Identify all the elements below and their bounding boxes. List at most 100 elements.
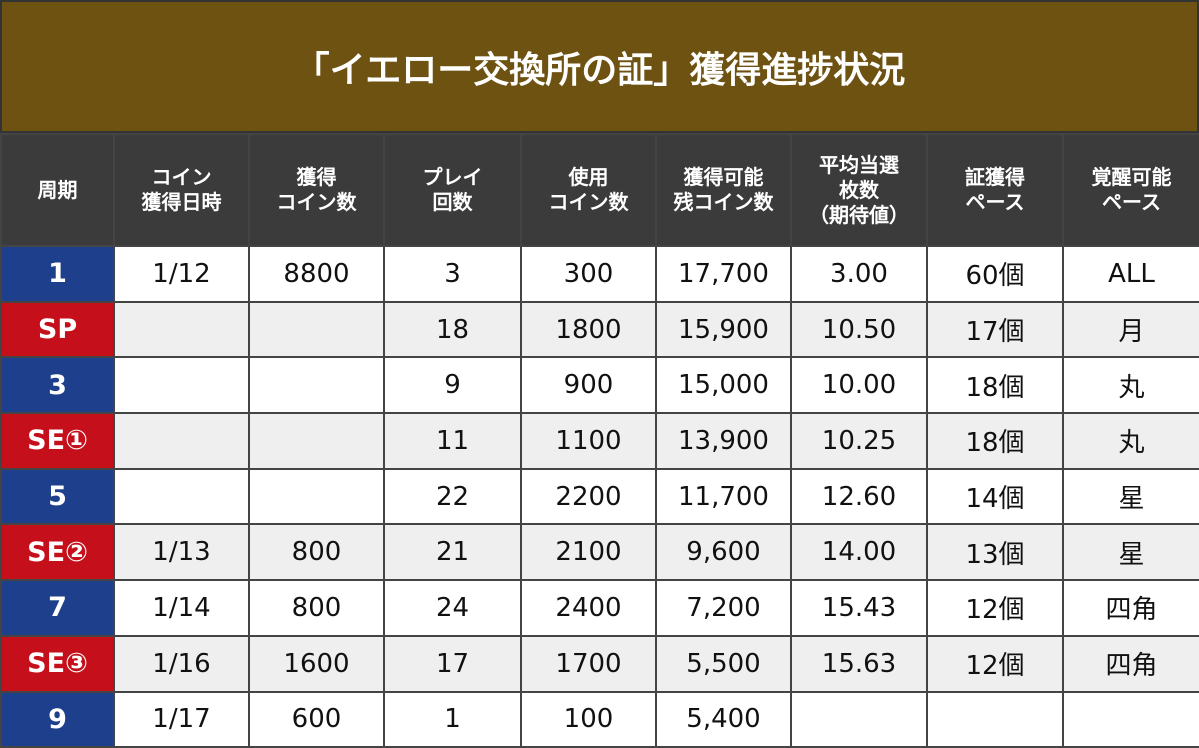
table-cell: 2400 xyxy=(520,579,657,637)
table-cell: ALL xyxy=(1062,245,1199,303)
period-cell: SP xyxy=(0,300,115,359)
table-cell: 月 xyxy=(1062,300,1199,359)
table-cell: 1/16 xyxy=(113,634,250,693)
table-cell: 22 xyxy=(383,467,522,526)
title-bar: 「イエロー交換所の証」獲得進捗状況 xyxy=(0,0,1199,133)
table-row: SE② 1/13 800 21 2100 9,600 14.00 13個星 xyxy=(0,523,1199,582)
period-cell: SE③ xyxy=(0,634,115,693)
table-cell xyxy=(113,356,250,415)
table-row: SE① 11 1100 13,900 10.25 18個丸 xyxy=(0,412,1199,470)
period-cell: 9 xyxy=(0,690,115,748)
table-cell: 9,600 xyxy=(655,523,792,582)
table-cell: 15.63 xyxy=(790,634,928,693)
table-cell xyxy=(248,300,385,359)
table-cell: 7,200 xyxy=(655,579,792,637)
table-cell: 5,400 xyxy=(655,690,792,748)
period-cell: 1 xyxy=(0,245,115,303)
progress-table: 周期 コイン 獲得日時 獲得 コイン数 プレイ 回数 使用 コイン数 獲得可能 残コイン数… xyxy=(0,133,1199,748)
table-cell: 11 xyxy=(383,412,522,470)
period-cell: 3 xyxy=(0,356,115,415)
table-cell: 10.00 xyxy=(790,356,928,415)
table-cell: 丸 xyxy=(1062,356,1199,415)
table-cell: 14個 xyxy=(926,467,1064,526)
table-cell: 3 xyxy=(383,245,522,303)
table-cell xyxy=(113,300,250,359)
table-cell: 四角 xyxy=(1062,579,1199,637)
column-header: 平均当選 枚数 （期待値） xyxy=(790,133,928,247)
table-cell xyxy=(1062,690,1199,748)
period-cell: SE① xyxy=(0,412,115,470)
table-cell: 10.50 xyxy=(790,300,928,359)
table-cell: 星 xyxy=(1062,467,1199,526)
table-cell: 1100 xyxy=(520,412,657,470)
table-cell xyxy=(248,467,385,526)
table-cell: 17個 xyxy=(926,300,1064,359)
table-cell: 1/17 xyxy=(113,690,250,748)
table-row: 9 1/17 600 1 100 5,400 xyxy=(0,690,1199,748)
table-cell xyxy=(248,412,385,470)
table-cell: 21 xyxy=(383,523,522,582)
table-cell: 丸 xyxy=(1062,412,1199,470)
header-row: 周期 コイン 獲得日時 獲得 コイン数 プレイ 回数 使用 コイン数 獲得可能 残コイン数… xyxy=(0,133,1199,247)
table-cell xyxy=(248,356,385,415)
table-row: 3 9 900 15,000 10.00 18個丸 xyxy=(0,356,1199,415)
table-cell: 3.00 xyxy=(790,245,928,303)
table-row: 1 1/12 8800 3 300 17,700 3.00 60個 ALL xyxy=(0,245,1199,303)
period-cell: 5 xyxy=(0,467,115,526)
table-cell: 1800 xyxy=(520,300,657,359)
table-cell: 5,500 xyxy=(655,634,792,693)
table-cell: 900 xyxy=(520,356,657,415)
table-row: 7 1/14 800 24 2400 7,200 15.43 12個 四角 xyxy=(0,579,1199,637)
table-cell: 300 xyxy=(520,245,657,303)
table-cell: 9 xyxy=(383,356,522,415)
table-cell: 1/12 xyxy=(113,245,250,303)
table-cell xyxy=(113,412,250,470)
table-cell: 四角 xyxy=(1062,634,1199,693)
table-cell: 17 xyxy=(383,634,522,693)
table-cell: 800 xyxy=(248,523,385,582)
table-row: SE③ 1/16 1600 17 1700 5,500 15.63 12個 四角 xyxy=(0,634,1199,693)
column-header: コイン 獲得日時 xyxy=(113,133,250,247)
table-cell: 15.43 xyxy=(790,579,928,637)
table-cell: 1600 xyxy=(248,634,385,693)
table-cell: 800 xyxy=(248,579,385,637)
table-cell: 12個 xyxy=(926,634,1064,693)
table-cell: 8800 xyxy=(248,245,385,303)
column-header: プレイ 回数 xyxy=(383,133,522,247)
table-row: 5 22 2200 11,700 12.60 14個星 xyxy=(0,467,1199,526)
table-cell: 1/13 xyxy=(113,523,250,582)
table-cell: 1700 xyxy=(520,634,657,693)
table-cell xyxy=(926,690,1064,748)
column-header: 使用 コイン数 xyxy=(520,133,657,247)
column-header: 周期 xyxy=(0,133,115,247)
table-cell: 1 xyxy=(383,690,522,748)
table-cell xyxy=(113,467,250,526)
period-cell: SE② xyxy=(0,523,115,582)
column-header: 獲得 コイン数 xyxy=(248,133,385,247)
table-cell: 星 xyxy=(1062,523,1199,582)
table-cell: 100 xyxy=(520,690,657,748)
table-cell: 11,700 xyxy=(655,467,792,526)
table-cell: 15,900 xyxy=(655,300,792,359)
table-cell: 10.25 xyxy=(790,412,928,470)
table-cell: 2100 xyxy=(520,523,657,582)
table-cell: 14.00 xyxy=(790,523,928,582)
table-cell: 1/14 xyxy=(113,579,250,637)
table-cell: 12個 xyxy=(926,579,1064,637)
table-cell: 18個 xyxy=(926,356,1064,415)
table-cell: 18 xyxy=(383,300,522,359)
table-cell: 15,000 xyxy=(655,356,792,415)
column-header: 覚醒可能 ペース xyxy=(1062,133,1199,247)
table-row: SP 18 1800 15,900 10.50 17個月 xyxy=(0,300,1199,359)
table-cell: 13,900 xyxy=(655,412,792,470)
table-cell: 12.60 xyxy=(790,467,928,526)
table-cell: 24 xyxy=(383,579,522,637)
table-cell: 18個 xyxy=(926,412,1064,470)
table-cell: 600 xyxy=(248,690,385,748)
column-header: 証獲得 ペース xyxy=(926,133,1064,247)
period-cell: 7 xyxy=(0,579,115,637)
table-cell: 2200 xyxy=(520,467,657,526)
column-header: 獲得可能 残コイン数 xyxy=(655,133,792,247)
table-cell: 60個 xyxy=(926,245,1064,303)
